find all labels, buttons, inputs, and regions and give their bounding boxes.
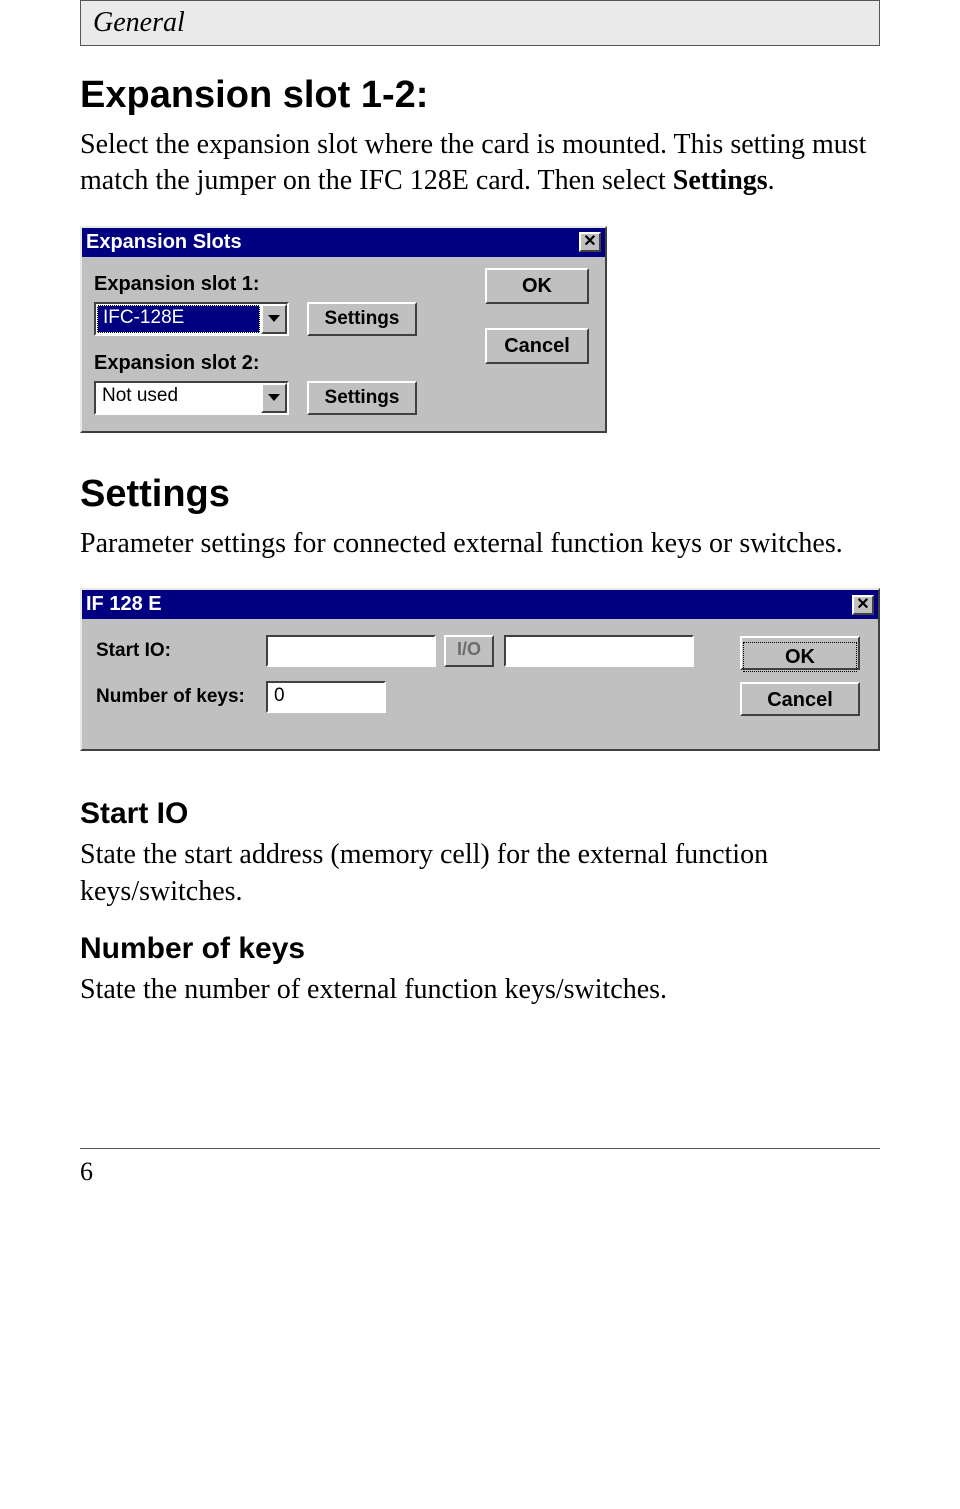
page-header: General [80, 0, 880, 46]
dialog-if128e: IF 128 E ✕ Start IO: I/O Number of keys:… [80, 588, 880, 751]
heading-number-of-keys: Number of keys [80, 932, 880, 966]
chevron-down-icon[interactable] [261, 383, 287, 413]
page-number: 6 [80, 1148, 880, 1187]
combo-slot1-value: IFC-128E [97, 305, 260, 333]
text-span: . [768, 165, 775, 196]
paragraph-number-of-keys: State the number of external function ke… [80, 972, 880, 1008]
settings-button-1[interactable]: Settings [307, 302, 417, 336]
label-number-of-keys: Number of keys: [96, 686, 266, 708]
titlebar: Expansion Slots ✕ [82, 228, 605, 257]
cancel-button[interactable]: Cancel [485, 328, 589, 364]
dialog-title: IF 128 E [86, 593, 162, 616]
dialog-expansion-slots: Expansion Slots ✕ Expansion slot 1: IFC-… [80, 226, 607, 433]
dialog-title: Expansion Slots [86, 231, 242, 254]
cancel-button[interactable]: Cancel [740, 682, 860, 716]
paragraph-settings: Parameter settings for connected externa… [80, 526, 880, 562]
combo-slot2[interactable]: Not used [94, 381, 289, 415]
io-button[interactable]: I/O [444, 635, 494, 667]
heading-start-io: Start IO [80, 797, 880, 831]
start-io-input[interactable] [266, 635, 436, 667]
number-of-keys-input[interactable]: 0 [266, 681, 386, 713]
close-button[interactable]: ✕ [579, 232, 601, 252]
ok-button-label: OK [743, 642, 857, 672]
text-bold-settings: Settings [673, 165, 768, 196]
combo-slot2-value: Not used [96, 383, 261, 413]
paragraph-expansion: Select the expansion slot where the card… [80, 127, 880, 200]
combo-slot1[interactable]: IFC-128E [94, 302, 289, 336]
label-start-io: Start IO: [96, 640, 266, 662]
settings-button-2[interactable]: Settings [307, 381, 417, 415]
heading-settings: Settings [80, 473, 880, 516]
titlebar: IF 128 E ✕ [82, 590, 878, 619]
ok-button[interactable]: OK [485, 268, 589, 304]
close-button[interactable]: ✕ [852, 595, 874, 615]
start-io-input-2[interactable] [504, 635, 694, 667]
paragraph-start-io: State the start address (memory cell) fo… [80, 837, 880, 910]
ok-button[interactable]: OK [740, 636, 860, 670]
heading-expansion-slot: Expansion slot 1-2: [80, 74, 880, 117]
chevron-down-icon[interactable] [261, 304, 287, 334]
